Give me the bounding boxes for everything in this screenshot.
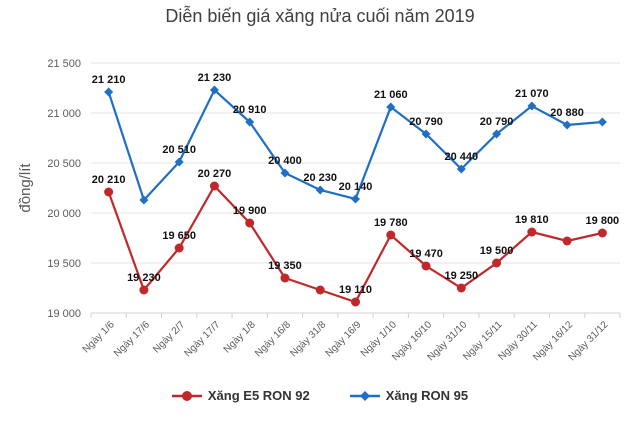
data-point (174, 157, 184, 167)
data-point (527, 101, 537, 111)
data-label: 20 140 (339, 181, 373, 193)
x-tick-label: Ngày 2/7 (151, 319, 187, 355)
data-label: 19 350 (268, 260, 302, 272)
data-point (562, 120, 572, 130)
data-label: 19 900 (233, 205, 267, 217)
legend-label-ron95: Xăng RON 95 (385, 388, 469, 403)
data-point (209, 85, 219, 95)
data-label: 20 440 (444, 151, 478, 163)
data-point (492, 258, 502, 268)
data-point (209, 181, 219, 191)
y-tick-label: 19 000 (47, 308, 81, 320)
data-point (139, 285, 149, 295)
y-axis-label: đồng/lít (17, 163, 34, 213)
data-point (315, 185, 325, 195)
y-tick-label: 21 000 (47, 108, 81, 120)
x-tick-label: Ngày 1/6 (81, 319, 117, 355)
data-label: 20 400 (268, 155, 302, 167)
data-point (597, 228, 607, 238)
data-label: 19 230 (127, 272, 161, 284)
data-label: 20 210 (92, 174, 126, 186)
data-point (104, 187, 114, 197)
data-label: 20 880 (550, 107, 584, 119)
x-tick-label: Ngày 16/8 (253, 319, 293, 359)
data-point (351, 194, 360, 204)
data-label: 21 210 (92, 74, 126, 86)
data-label: 19 110 (339, 284, 372, 296)
data-label: 21 230 (198, 72, 232, 84)
data-point (245, 218, 255, 228)
legend-marker-ron95 (349, 390, 380, 401)
legend: Xăng E5 RON 92 Xăng RON 95 (0, 388, 640, 403)
y-tick-label: 20 500 (47, 158, 81, 170)
legend-item-e5: Xăng E5 RON 92 (171, 388, 310, 403)
data-point (280, 168, 290, 178)
data-label: 21 060 (374, 89, 408, 101)
data-label: 20 790 (409, 116, 443, 128)
y-tick-label: 20 000 (47, 208, 81, 220)
data-label: 19 780 (374, 217, 408, 229)
data-point (245, 117, 255, 127)
x-tick-label: Ngày 31/8 (288, 319, 328, 359)
data-label: 19 800 (586, 215, 620, 227)
x-tick-label: Ngày 1/8 (222, 319, 258, 355)
y-tick-label: 21 500 (47, 58, 81, 70)
data-point (315, 285, 325, 295)
data-point (597, 117, 607, 127)
data-label: 19 810 (515, 214, 549, 226)
data-point (456, 164, 466, 174)
legend-label-e5: Xăng E5 RON 92 (207, 388, 310, 403)
data-label: 19 470 (409, 248, 443, 260)
data-label: 19 650 (162, 230, 196, 242)
data-point (421, 261, 431, 271)
data-point (456, 283, 466, 293)
data-label: 19 500 (480, 245, 514, 257)
data-label: 19 250 (444, 270, 478, 282)
data-label: 20 510 (162, 144, 196, 156)
data-point (174, 243, 184, 253)
data-point (386, 102, 396, 112)
data-label: 20 790 (480, 116, 514, 128)
legend-item-ron95: Xăng RON 95 (349, 388, 469, 403)
legend-marker-e5 (171, 390, 202, 401)
data-point (421, 129, 431, 139)
data-point (280, 273, 290, 283)
x-tick-label: Ngày 16/9 (324, 319, 364, 359)
x-tick-label: Ngày 17/7 (183, 319, 223, 359)
data-point (492, 129, 502, 139)
chart-title: Diễn biến giá xăng nửa cuối năm 2019 (165, 6, 475, 26)
x-tick-label: Ngày 17/6 (112, 319, 152, 359)
data-point (139, 195, 149, 205)
y-tick-label: 19 500 (47, 258, 81, 270)
data-point (527, 227, 537, 237)
data-point (104, 87, 114, 97)
data-label: 20 910 (233, 104, 267, 116)
data-label: 21 070 (515, 88, 549, 100)
data-point (351, 297, 360, 307)
data-point (562, 236, 572, 246)
data-point (386, 230, 396, 240)
data-label: 20 270 (198, 168, 232, 180)
data-label: 20 230 (303, 172, 337, 184)
